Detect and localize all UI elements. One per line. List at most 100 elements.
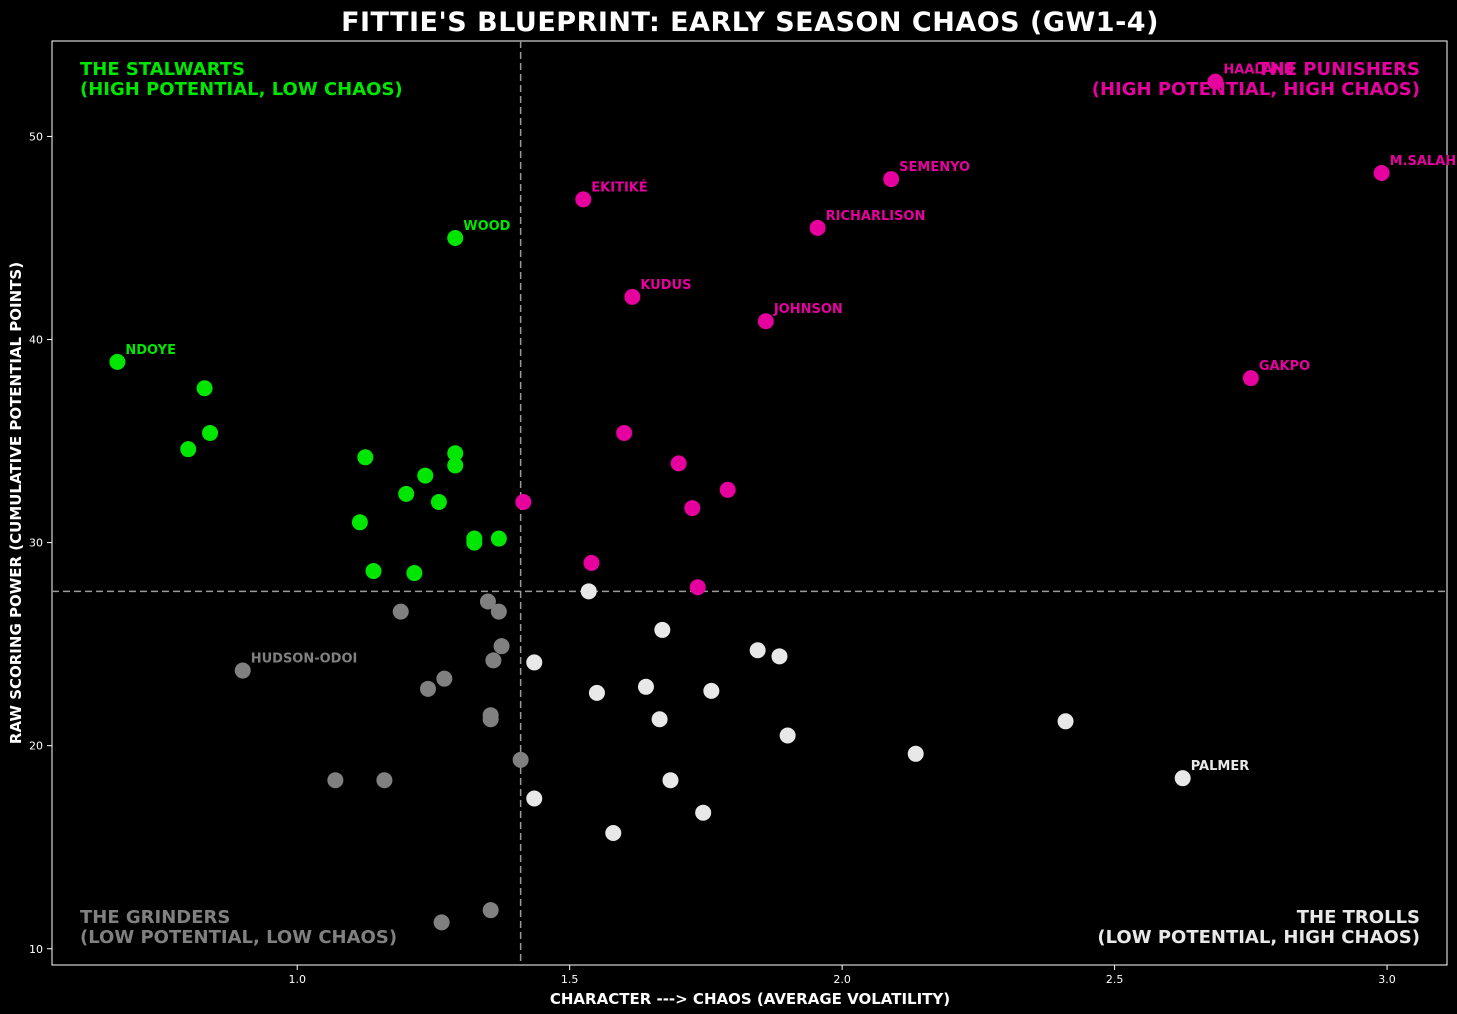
x-tick-label: 2.0 <box>833 973 851 986</box>
point-labels: NDOYE WOOD HAALAND SEMENYO M.SALAH EKITIKÉ RIC… <box>125 63 1456 775</box>
data-point-punishers <box>616 424 633 441</box>
data-point-punishers <box>689 579 706 596</box>
data-point-punishers <box>670 455 687 472</box>
point-label: PALMER <box>1191 759 1250 774</box>
data-point-punishers <box>575 191 592 208</box>
point-label: HAALAND <box>1223 63 1294 78</box>
data-point-grinders <box>392 603 409 620</box>
data-point-grinders <box>490 603 507 620</box>
point-label: WOOD <box>463 219 510 234</box>
quadrant-title-punishers: THE PUNISHERS <box>1257 59 1420 80</box>
data-point-trolls <box>526 654 543 671</box>
quadrant-title-grinders: THE GRINDERS <box>80 907 230 928</box>
reference-lines <box>52 41 1447 965</box>
data-point-trolls <box>605 825 622 841</box>
data-point-punishers <box>1242 370 1259 387</box>
plot-frame <box>51 40 1448 966</box>
point-label: NDOYE <box>125 343 176 358</box>
x-tick-label: 1.0 <box>288 973 306 986</box>
point-label: SEMENYO <box>899 160 970 175</box>
x-tick-label: 3.0 <box>1378 973 1396 986</box>
chart-title: FITTIE'S BLUEPRINT: EARLY SEASON CHAOS (… <box>341 7 1159 38</box>
data-point-grinders <box>327 772 344 789</box>
point-label: HUDSON-ODOI <box>251 652 358 667</box>
y-tick-label: 10 <box>29 943 43 956</box>
data-point-punishers <box>515 493 532 510</box>
data-point-trolls <box>654 621 671 638</box>
data-point-trolls <box>662 772 679 789</box>
data-point-stalwarts <box>365 563 382 580</box>
data-point-stalwarts <box>351 514 368 531</box>
data-point-punishers <box>1373 165 1390 181</box>
data-point-trolls <box>695 804 712 821</box>
data-point-trolls <box>526 790 543 807</box>
data-point-grinders <box>419 680 436 697</box>
y-tick-label: 20 <box>29 740 43 753</box>
quadrant-subtitle-punishers: (HIGH POTENTIAL, HIGH CHAOS) <box>1092 79 1420 100</box>
data-point-stalwarts <box>202 424 219 441</box>
y-tick-label: 30 <box>29 537 43 550</box>
point-label: KUDUS <box>640 278 691 293</box>
data-point-grinders <box>436 670 453 687</box>
quadrant-subtitle-grinders: (LOW POTENTIAL, LOW CHAOS) <box>80 927 397 948</box>
y-axis-label: RAW SCORING POWER (CUMULATIVE POTENTIAL … <box>7 262 25 744</box>
data-point-trolls <box>580 583 597 600</box>
quadrant-title-trolls: THE TROLLS <box>1297 907 1420 928</box>
x-tick-label: 1.5 <box>561 973 579 986</box>
y-axis-ticks: 10 20 30 40 50 <box>29 130 52 956</box>
data-point-punishers <box>809 219 826 236</box>
data-point-punishers <box>719 481 736 498</box>
data-point-stalwarts <box>357 449 374 466</box>
x-axis-ticks: 1.0 1.5 2.0 2.5 3.0 <box>288 965 1396 986</box>
y-tick-label: 50 <box>29 130 43 143</box>
data-point-stalwarts <box>398 485 415 502</box>
point-label: GAKPO <box>1259 359 1310 374</box>
data-point-stalwarts <box>490 530 507 547</box>
data-point-grinders <box>433 914 450 931</box>
point-label: M.SALAH <box>1390 154 1457 169</box>
quadrant-subtitle-trolls: (LOW POTENTIAL, HIGH CHAOS) <box>1097 927 1420 948</box>
data-point-trolls <box>749 642 766 659</box>
data-point-trolls <box>703 682 720 699</box>
data-point-stalwarts <box>447 229 464 246</box>
quadrant-labels: THE STALWARTS(HIGH POTENTIAL, LOW CHAOS)… <box>80 59 1420 948</box>
x-tick-label: 2.5 <box>1106 973 1124 986</box>
data-point-grinders <box>482 902 499 919</box>
data-point-punishers <box>624 288 641 305</box>
data-points <box>109 73 1390 931</box>
data-point-punishers <box>1207 73 1224 90</box>
data-point-grinders <box>493 638 510 655</box>
data-point-grinders <box>485 652 502 669</box>
data-point-stalwarts <box>180 441 197 458</box>
data-point-trolls <box>651 711 668 728</box>
x-axis-label: CHARACTER ---> CHAOS (AVERAGE VOLATILITY… <box>550 990 950 1008</box>
quadrant-subtitle-stalwarts: (HIGH POTENTIAL, LOW CHAOS) <box>80 79 403 100</box>
data-point-stalwarts <box>430 493 447 510</box>
data-point-stalwarts <box>109 353 126 370</box>
data-point-stalwarts <box>196 380 213 397</box>
data-point-punishers <box>757 313 774 330</box>
quadrant-title-stalwarts: THE STALWARTS <box>80 59 245 80</box>
point-label: JOHNSON <box>773 302 843 317</box>
data-point-stalwarts <box>466 534 483 551</box>
data-point-trolls <box>779 727 796 744</box>
point-label: RICHARLISON <box>826 209 926 224</box>
data-point-punishers <box>883 171 900 188</box>
data-point-trolls <box>1174 770 1191 787</box>
data-point-stalwarts <box>406 565 423 582</box>
data-point-trolls <box>637 678 654 695</box>
data-point-punishers <box>583 554 600 571</box>
data-point-grinders <box>512 751 529 768</box>
data-point-grinders <box>479 593 496 610</box>
data-point-stalwarts <box>447 445 464 462</box>
y-tick-label: 40 <box>29 334 43 347</box>
data-point-grinders <box>234 662 251 679</box>
data-point-trolls <box>1057 713 1074 730</box>
data-point-trolls <box>907 745 924 762</box>
data-point-grinders <box>482 711 499 728</box>
data-point-punishers <box>684 500 701 517</box>
data-point-trolls <box>588 684 605 701</box>
point-label: EKITIKÉ <box>591 179 647 195</box>
data-point-grinders <box>376 772 393 789</box>
